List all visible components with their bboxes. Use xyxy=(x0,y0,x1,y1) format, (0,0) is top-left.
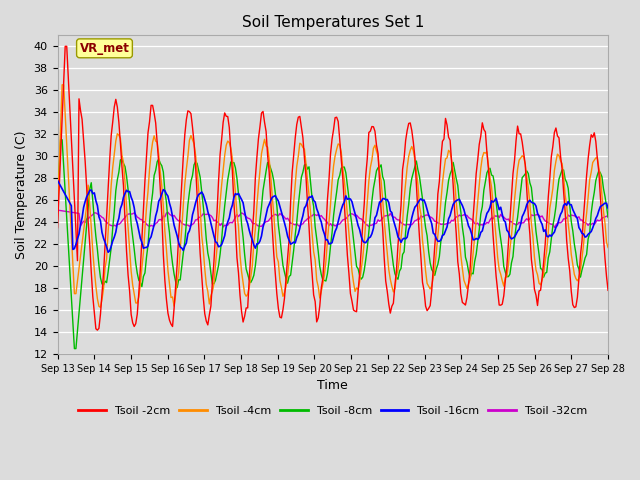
X-axis label: Time: Time xyxy=(317,379,348,392)
Y-axis label: Soil Temperature (C): Soil Temperature (C) xyxy=(15,131,28,259)
Legend: Tsoil -2cm, Tsoil -4cm, Tsoil -8cm, Tsoil -16cm, Tsoil -32cm: Tsoil -2cm, Tsoil -4cm, Tsoil -8cm, Tsoi… xyxy=(74,401,592,420)
Text: VR_met: VR_met xyxy=(79,42,129,55)
Title: Soil Temperatures Set 1: Soil Temperatures Set 1 xyxy=(242,15,424,30)
